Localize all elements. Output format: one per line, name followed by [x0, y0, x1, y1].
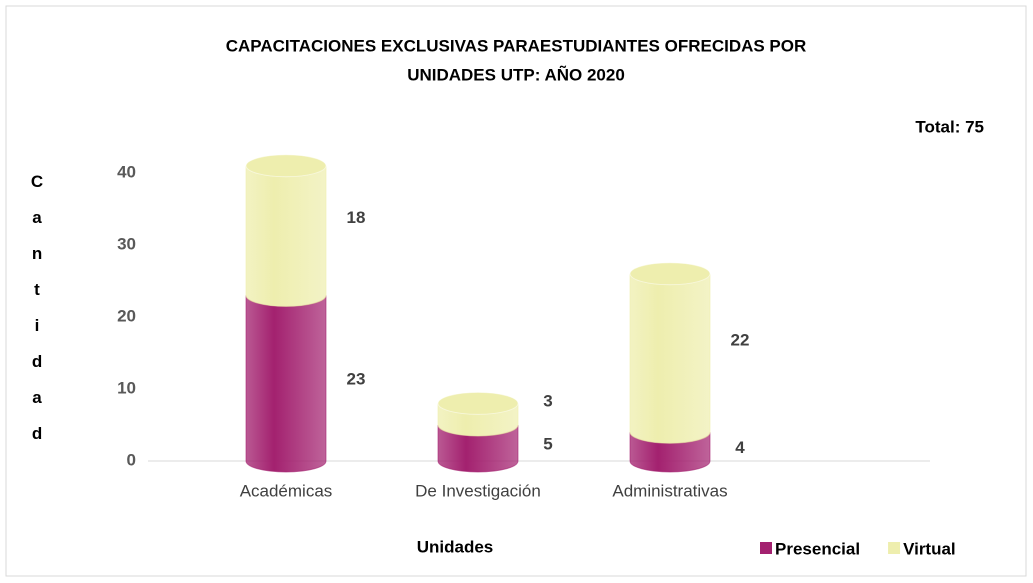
x-axis-label: Unidades — [417, 537, 494, 556]
y-tick-label: 0 — [127, 450, 136, 469]
y-tick-label: 40 — [117, 162, 136, 181]
bar-segment — [245, 295, 327, 473]
legend-swatch — [760, 542, 772, 554]
chart-frame — [5, 5, 1027, 577]
x-tick-label: De Investigación — [415, 481, 541, 500]
x-tick-label: Académicas — [240, 481, 333, 500]
data-label: 18 — [347, 208, 366, 227]
data-label: 3 — [543, 392, 552, 411]
annotation: Total: 75 — [915, 117, 984, 136]
chart-title: CAPACITACIONES EXCLUSIVAS PARAESTUDIANTE… — [226, 36, 807, 55]
y-axis-label: Cantidad — [28, 172, 47, 460]
data-label: 4 — [735, 438, 745, 457]
cylinder-top — [629, 262, 711, 286]
cylinder-top — [437, 391, 519, 415]
y-tick-label: 30 — [117, 234, 136, 253]
legend-swatch — [888, 542, 901, 554]
cylinder-top — [245, 154, 327, 178]
y-tick-label: 10 — [117, 378, 136, 397]
x-tick-label: Administrativas — [612, 481, 727, 500]
data-label: 5 — [543, 434, 552, 453]
bar-segment — [245, 165, 327, 307]
chart-title: UNIDADES UTP: AÑO 2020 — [407, 64, 625, 84]
legend-label: Virtual — [903, 539, 956, 558]
data-label: 23 — [347, 370, 366, 389]
bar-segment — [629, 273, 711, 444]
data-label: 22 — [731, 330, 750, 349]
legend-label: Presencial — [775, 539, 860, 558]
y-tick-label: 20 — [117, 306, 136, 325]
